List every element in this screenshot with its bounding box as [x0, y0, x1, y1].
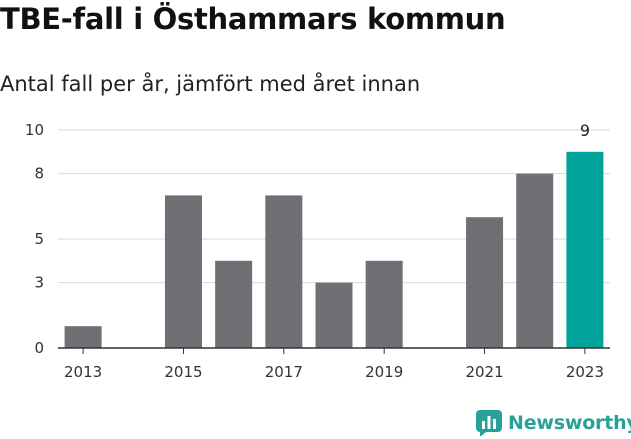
bar-2017 — [265, 195, 303, 348]
axes: 0 3 5 8 10 2013 2015 2017 2019 2021 2023 — [25, 121, 610, 381]
x-tick-label: 2017 — [265, 363, 303, 381]
x-tick-label: 2021 — [465, 363, 503, 381]
chart-subtitle: Antal fall per år, jämfört med året inna… — [0, 72, 421, 96]
bar-chart: 0 3 5 8 10 2013 2015 2017 2019 2021 2023 9 — [25, 121, 610, 381]
x-tick-label: 2013 — [64, 363, 102, 381]
x-tick-label: 2019 — [365, 363, 403, 381]
bar-2022 — [516, 173, 554, 348]
brand-name: Newsworthy — [508, 412, 631, 434]
data-label-2023: 9 — [580, 121, 590, 140]
bar-2019 — [365, 260, 403, 348]
bar-2013 — [64, 326, 102, 348]
bars — [64, 151, 604, 348]
y-tick-label: 3 — [34, 274, 44, 292]
y-tick-label: 10 — [25, 121, 44, 139]
x-tick-label: 2015 — [164, 363, 202, 381]
x-tick-label: 2023 — [566, 363, 604, 381]
chart-title: TBE-fall i Östhammars kommun — [0, 2, 506, 36]
y-tick-label: 5 — [34, 230, 44, 248]
bar-2018 — [315, 282, 353, 348]
y-tick-label: 0 — [34, 339, 44, 357]
y-tick-label: 8 — [34, 165, 44, 183]
data-labels: 9 — [580, 121, 590, 140]
bar-2015 — [164, 195, 202, 348]
bar-2023 — [566, 151, 604, 348]
bar-2016 — [215, 260, 253, 348]
bar-chart-icon — [476, 410, 502, 436]
brand-logo: Newsworthy — [476, 408, 631, 438]
bar-2021 — [466, 217, 504, 348]
